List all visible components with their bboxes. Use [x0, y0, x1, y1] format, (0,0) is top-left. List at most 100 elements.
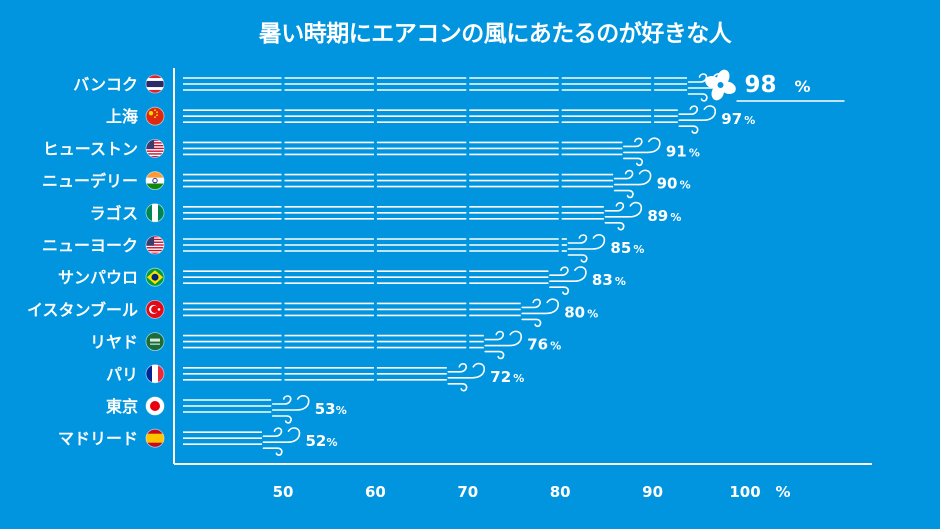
value-label: 83	[592, 271, 613, 289]
wind-curl-bottom	[262, 447, 283, 456]
flag-rim	[145, 267, 165, 287]
wind-curl-top	[567, 234, 588, 244]
flag-star	[157, 308, 161, 311]
flag-star	[156, 111, 158, 114]
bar	[183, 330, 523, 360]
bar	[183, 266, 587, 295]
flag-stripe	[146, 252, 164, 254]
wind-curl-main	[271, 395, 310, 411]
flag-rim	[145, 299, 165, 319]
fan-blade	[711, 84, 725, 101]
value-label: 72	[490, 368, 511, 386]
wind-curl-bottom	[271, 415, 292, 424]
fan-icon	[705, 69, 736, 101]
wind-curl-bottom	[549, 286, 570, 295]
flag-icon	[146, 236, 164, 254]
value-label: 76	[527, 336, 548, 354]
bar-row: パリ 72%	[106, 362, 524, 392]
category-label: 東京	[106, 397, 138, 416]
flag-crescent-cut	[151, 305, 159, 313]
flag-stripe	[158, 203, 164, 222]
flag-star	[156, 114, 158, 117]
flag-rim	[145, 235, 165, 255]
wind-curl-top	[613, 169, 634, 180]
wind-curl-main	[521, 298, 560, 315]
flag-icon	[146, 203, 164, 222]
flag-stripe	[158, 364, 164, 383]
flag-rim	[145, 396, 165, 416]
bar-row: リヤド 76%	[90, 330, 561, 360]
value-unit: %	[680, 179, 691, 192]
flag-star	[154, 116, 156, 119]
bar	[183, 234, 606, 263]
flag-stripe	[152, 203, 158, 222]
flag-rim	[145, 428, 165, 448]
wind-curl-top	[623, 137, 643, 148]
wind-curl-bottom	[613, 189, 634, 199]
flag-stripe	[146, 142, 164, 144]
wind-curl-top	[604, 202, 625, 212]
flag-icon	[146, 429, 164, 448]
bar	[183, 362, 486, 392]
flag-icon	[146, 397, 164, 415]
wind-curl-main	[262, 427, 301, 443]
flag-icon	[146, 75, 164, 93]
flag-stripe	[146, 153, 164, 155]
flag-icon	[146, 268, 164, 287]
bar	[183, 105, 717, 134]
value-unit: %	[336, 404, 347, 417]
flag-stripe	[146, 247, 164, 249]
x-tick-label: 100	[729, 483, 760, 501]
wind-curl-main	[623, 137, 661, 154]
flag-rim	[145, 332, 165, 352]
wind-curl-bottom	[521, 318, 542, 328]
bar-row: 東京 53%	[106, 395, 347, 424]
bar-row: 上海 97%	[106, 105, 755, 134]
flag-sun	[150, 401, 160, 411]
x-tick-label: 90	[642, 483, 663, 501]
flag-stripe	[146, 147, 164, 150]
flag-globe	[151, 273, 159, 281]
value-unit: %	[550, 340, 561, 353]
bar-row: サンパウロ 83%	[58, 266, 626, 295]
bar	[183, 298, 560, 328]
wind-curl-main	[567, 234, 606, 250]
wind-curl-main	[604, 201, 643, 218]
category-label: サンパウロ	[58, 268, 138, 287]
bar	[183, 137, 661, 167]
wind-curl-main	[549, 266, 587, 282]
bar	[183, 73, 726, 102]
bar-row: バンコク 98%	[73, 69, 845, 102]
flag-sword	[150, 343, 160, 345]
bar	[183, 201, 643, 231]
wind-curl-bottom	[687, 93, 708, 102]
flag-stripe	[146, 236, 155, 246]
flag-icon	[146, 364, 164, 383]
category-label: イスタンブール	[27, 300, 138, 319]
bar-row: イスタンブール 80%	[27, 298, 598, 328]
flag-stripe	[146, 241, 164, 243]
category-label: ニューデリー	[42, 172, 138, 191]
category-label: ラゴス	[90, 204, 138, 223]
value-label: 90	[657, 175, 678, 193]
wind-curl-top	[687, 73, 708, 83]
wind-curl-top	[549, 266, 569, 276]
flag-icon	[146, 300, 164, 319]
flag-stripe	[146, 249, 164, 252]
flag-star	[148, 111, 154, 116]
fan-hub	[717, 82, 724, 88]
x-tick-label: 80	[550, 483, 571, 501]
flag-stripe	[146, 236, 164, 238]
wind-curl-top	[484, 330, 505, 341]
value-unit: %	[615, 275, 626, 288]
flag-stripe	[152, 364, 158, 383]
value-label: 98	[745, 72, 777, 98]
flag-stripe	[146, 238, 164, 241]
flag-rim	[145, 203, 165, 223]
flag-stripe	[146, 150, 164, 152]
flag-stripe	[146, 177, 164, 184]
flag-rim	[145, 106, 165, 126]
flag-stripe	[146, 139, 164, 141]
bar-row: ニューヨーク 85%	[42, 234, 644, 263]
